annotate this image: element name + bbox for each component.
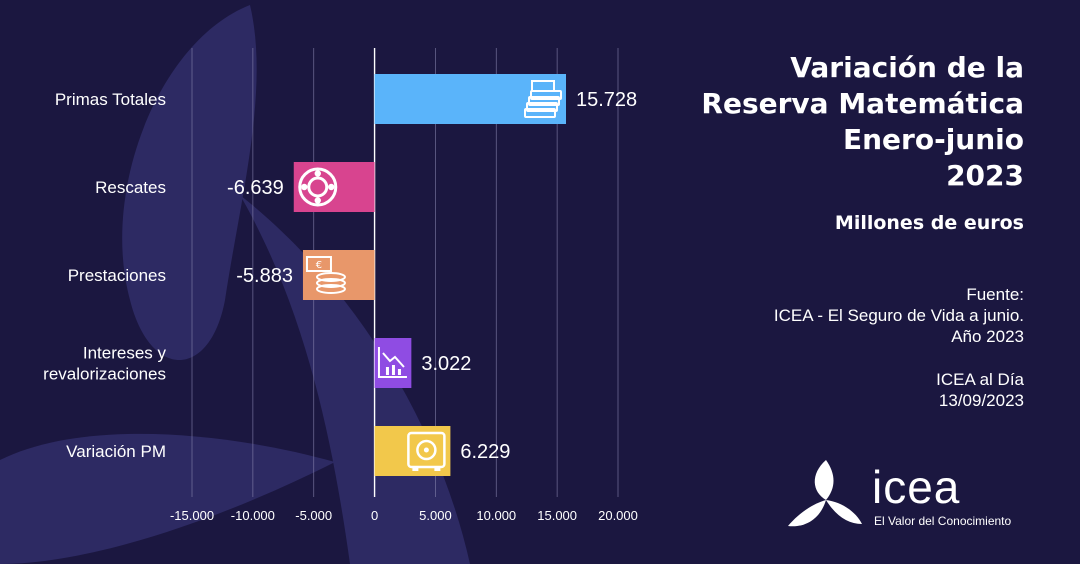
x-tick-label: -5.000 [295,508,332,523]
icon-fill [423,447,429,453]
logo-tagline: El Valor del Conocimiento [874,514,1012,528]
x-axis-tick-labels: -15.000 -10.000 -5.000 0 5.000 10.000 15.000 20… [170,508,638,523]
category-label: Primas Totales [55,90,166,109]
value-label: -6.639 [227,177,284,199]
x-tick-label: 5.000 [419,508,452,523]
icon-stroke [416,439,437,461]
icon-stroke [315,278,346,288]
value-label: 6.229 [460,441,510,463]
category-label-line: Prestaciones [68,266,166,285]
category-label-line: Primas Totales [55,90,166,109]
icon-fill [397,369,401,375]
category-label: Intereses y revalorizaciones [43,344,166,384]
source-line: ICEA - El Seguro de Vida a junio. [773,306,1024,325]
x-tick-label: -15.000 [170,508,214,523]
title-line: Variación de la [790,51,1024,84]
category-label: Prestaciones [68,266,166,285]
icon-fill [314,197,321,204]
icon-stroke [526,102,559,112]
category-labels: Primas Totales Rescates Prestaciones Intere… [43,90,166,461]
background-leaf-shape [122,5,257,360]
icon-stroke [298,167,338,207]
icon-fill [314,170,321,177]
icon-stroke [531,80,556,92]
x-tick-label: 20.000 [598,508,638,523]
x-tick-label: 0 [371,508,378,523]
icea-logo-mark-icon [788,460,862,527]
icon-fill [434,467,441,471]
category-label-line: revalorizaciones [43,365,166,384]
bar-icons-group: € [298,80,563,471]
icon-stroke [407,431,446,469]
icon-glyph: € [316,260,322,271]
icon-stroke [382,352,405,368]
x-tick-label: 10.000 [476,508,516,523]
icon-fill [385,367,389,375]
money-stack-icon [524,80,563,118]
x-tick-label: -10.000 [231,508,275,523]
source-block: Fuente: ICEA - El Seguro de Vida a junio… [644,284,1024,411]
value-labels: 15.728 -6.639 -5.883 3.022 6.229 [227,89,637,463]
icon-fill [412,467,419,471]
category-label-line: Rescates [95,178,166,197]
source-label: Fuente: [966,285,1024,304]
bar-chart: € Primas Totales Rescates Prestaciones Inte… [43,48,638,523]
category-label-line: Intereses y [83,344,167,363]
title-line: 2023 [946,159,1024,192]
icon-stroke [305,256,332,272]
value-label: 15.728 [576,89,637,111]
icea-logo: icea El Valor del Conocimiento [786,458,1036,530]
title-block: Variación de la Reserva Matemática Enero… [604,50,1024,234]
category-label: Rescates [95,178,166,197]
icon-fill [328,183,335,191]
declining-chart-icon [377,347,407,378]
x-tick-label: 15.000 [537,508,577,523]
cash-coins-icon: € [305,256,346,294]
safe-icon [407,431,446,471]
category-label: Variación PM [66,442,166,461]
publication-name: ICEA al Día [936,370,1024,389]
lifebuoy-icon [298,167,338,207]
source-line: Año 2023 [951,327,1024,346]
bars-group [293,74,567,476]
chart-title: Variación de la Reserva Matemática Enero… [604,50,1024,194]
icon-fill [301,183,308,191]
icon-stroke [315,272,346,282]
icon-stroke [315,284,346,294]
chart-subtitle: Millones de euros [834,212,1024,234]
icon-stroke [524,108,557,118]
title-line: Reserva Matemática [701,87,1024,120]
bar [374,338,412,388]
icon-stroke [377,347,407,378]
publication-date: 13/09/2023 [938,391,1024,410]
title-line: Enero-junio [842,123,1024,156]
value-label: -5.883 [236,265,293,287]
category-label-line: Variación PM [66,442,166,461]
icon-fill [391,365,395,375]
logo-wordmark: icea [872,461,961,513]
icon-stroke [307,176,329,198]
background-leaf-shape [0,433,335,564]
icon-stroke [528,96,561,106]
value-label: 3.022 [421,353,471,375]
